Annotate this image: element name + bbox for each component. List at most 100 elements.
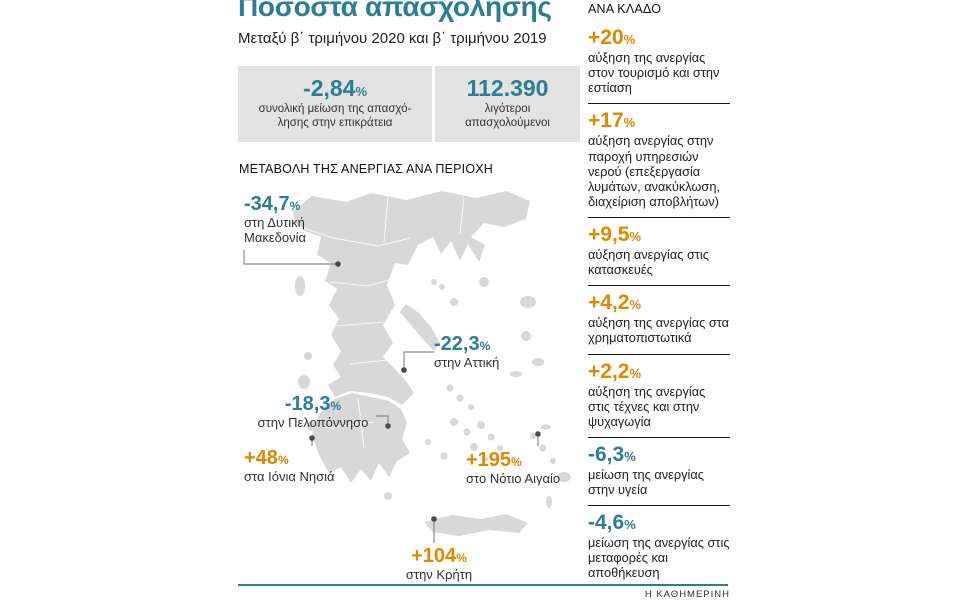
leader-dot-south-aegean (535, 431, 541, 437)
sector-item-transport: -4,6% μείωση της ανεργίας στις μεταφορές… (588, 506, 730, 588)
sector-value: +20% (588, 26, 636, 49)
lefkada-island (304, 352, 312, 360)
map-callout-south-aegean: +195% στο Νότιο Αιγαίο (466, 450, 582, 487)
sector-column: ΑΝΑ ΚΛΑΔΟ +20% αύξηση της ανεργίας στον … (588, 0, 730, 589)
limnos-island (479, 277, 489, 287)
map-callout-peloponnese: -18,3% στην Πελοπόννησο (250, 394, 376, 431)
dodecanese-island (539, 444, 547, 452)
skyros-island (450, 298, 458, 306)
callout-value: -18,3% (284, 393, 342, 415)
callout-label: στα Ιόνια Νησιά (244, 469, 335, 484)
map-callout-ionian-islands: +48% στα Ιόνια Νησιά (244, 448, 354, 485)
page-title: Ποσοστά απασχόλησης (238, 0, 552, 22)
leader-dot-attica (401, 367, 407, 373)
sector-value: -6,3% (588, 442, 636, 466)
lesbos-island (520, 296, 536, 308)
leader-dot-west-macedonia (335, 261, 341, 267)
region-borders (297, 195, 465, 449)
chios-island (521, 331, 531, 341)
callout-label: στη Δυτική Μακεδονία (244, 215, 307, 245)
cyclades-island (482, 456, 488, 462)
subtitle: Μεταξύ β΄ τριμήνου 2020 και β΄ τριμήνου … (238, 30, 547, 47)
leader-line-attica (403, 351, 434, 368)
rhodes-island (557, 472, 571, 482)
percent-sign: % (330, 399, 342, 413)
map-callout-west-macedonia: -34,7% στη Δυτική Μακεδονία (244, 194, 340, 246)
leader-line-peloponnese (376, 415, 389, 424)
callout-label: στην Κρήτη (405, 567, 473, 582)
percent-sign: % (629, 297, 642, 313)
summary-fewer-employed: 112.390 λιγότεροι απασχολούμενοι (432, 66, 580, 142)
percent-sign: % (277, 453, 289, 467)
callout-value: -22,3% (434, 333, 491, 355)
percent-sign: % (629, 365, 642, 381)
corfu-island (295, 276, 305, 296)
crete-island (424, 514, 528, 536)
cyclades-island (440, 452, 448, 460)
sector-label: αύξηση ανεργίας στην παροχή υπηρεσιών νε… (588, 133, 720, 209)
percent-sign: % (511, 455, 522, 469)
sporades-island (439, 284, 445, 290)
kos-island (541, 424, 551, 430)
sector-value: +4,2% (588, 291, 642, 315)
cyclades-island (425, 439, 431, 445)
cyclades-island (477, 421, 485, 429)
summary-fewer-label: λιγότεροι απασχολούμενοι (465, 103, 550, 129)
greece-map (243, 191, 571, 543)
sector-label: αύξηση ανεργίας στις κατασκευές (588, 247, 709, 278)
cyclades-island (468, 404, 474, 410)
sector-label: μείωση της ανεργίας στην υγεία (588, 466, 704, 498)
zakynthos-island (307, 421, 317, 431)
cyclades-island (463, 428, 471, 436)
sector-value: +9,5% (588, 222, 642, 246)
ikaria-island (510, 371, 522, 377)
kefalonia-island (298, 375, 310, 389)
sector-value: -4,6% (588, 511, 636, 535)
sector-item-arts: +2,2% αύξηση της ανεργίας στις τέχνες κα… (588, 355, 730, 438)
percent-sign: % (479, 339, 491, 353)
cyclades-island (456, 394, 464, 402)
karpathos-island (546, 496, 552, 508)
callout-label: στο Νότιο Αιγαίο (466, 471, 561, 486)
cyclades-island (446, 384, 454, 392)
map-callout-attica: -22,3% στην Αττική (434, 334, 534, 371)
sector-item-tourism: +20% αύξηση της ανεργίας στον τουρισμό κ… (588, 21, 730, 105)
sporades-island (431, 279, 437, 285)
summary-box: -2,84% συνολική μείωση της απασχό-λησης … (238, 66, 580, 142)
cyclades-island (497, 445, 503, 451)
sector-label: αύξηση της ανεργίας στις τέχνες και στην… (588, 383, 706, 429)
leader-dots (309, 261, 541, 522)
cyclades-island (470, 443, 478, 451)
summary-total-decrease: -2,84% συνολική μείωση της απασχό-λησης … (238, 66, 432, 142)
percent-sign: % (623, 115, 636, 131)
callout-value: +48% (244, 447, 289, 469)
callout-label: στην Αττική (434, 355, 500, 370)
leader-line-west-macedonia (243, 250, 336, 265)
sector-value: +2,2% (588, 359, 642, 383)
cyclades-island (487, 433, 495, 441)
summary-decrease-label: συνολική μείωση της απασχό-λησης στην επ… (258, 103, 412, 129)
sector-label: μείωση της ανεργίας στις μεταφορές και α… (588, 535, 730, 581)
sector-section-heading: ΑΝΑ ΚΛΑΔΟ (588, 2, 662, 16)
leader-dot-peloponnese (385, 423, 391, 429)
percent-sign: % (456, 551, 467, 565)
percent-sign: % (355, 84, 368, 100)
summary-fewer-value: 112.390 (466, 75, 549, 102)
kythira-island (384, 492, 392, 500)
callout-label: στην Πελοπόννησο (257, 415, 369, 430)
sector-label: αύξηση της ανεργίας στα χρηματοπιστωτικά (588, 315, 730, 346)
summary-decrease-value: -2,84% (303, 75, 368, 102)
sector-item-financial: +4,2% αύξηση της ανεργίας στα χρηματοπισ… (588, 286, 730, 355)
sector-value: +17% (588, 109, 636, 133)
sector-item-construction: +9,5% αύξηση ανεργίας στις κατασκευές (588, 218, 730, 287)
map-landmass (293, 191, 571, 536)
map-callout-crete: +104% στην Κρήτη (398, 546, 480, 583)
dodecanese-island (530, 433, 536, 439)
mainland-greece (293, 191, 530, 405)
leader-lines (243, 250, 539, 543)
dodecanese-island (550, 458, 556, 464)
percent-sign: % (624, 448, 636, 464)
footer-divider (238, 584, 728, 586)
sector-label: αύξηση της ανεργίας στον τουρισμό και στ… (588, 50, 720, 96)
